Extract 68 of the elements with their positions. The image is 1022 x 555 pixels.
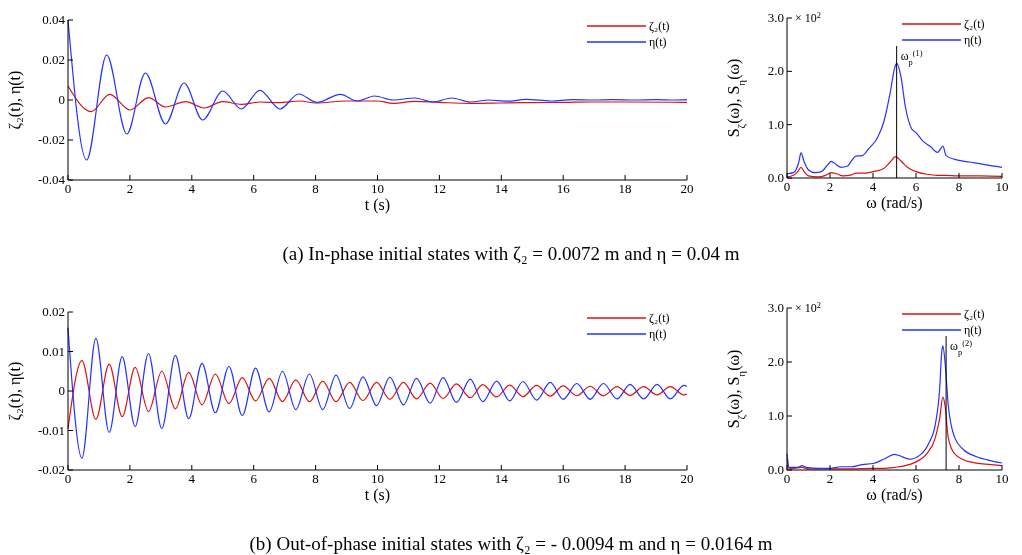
x-tick-label: 10 [995, 471, 1009, 486]
y-tick-label: 3.0 [767, 10, 784, 25]
y-tick-label: 2.0 [767, 63, 784, 79]
x-tick-label: 12 [432, 471, 446, 486]
legend-label: η(t) [649, 327, 667, 341]
x-tick-label: 18 [618, 471, 632, 486]
x-tick-label: 6 [250, 471, 258, 486]
x-tick-label: 16 [556, 471, 571, 486]
x-tick-label: 20 [680, 181, 694, 196]
y-tick-label: 0.02 [42, 52, 65, 67]
y-tick-label: 0.01 [42, 343, 65, 359]
legend-label: η(t) [964, 33, 982, 47]
y-tick-label: 0.02 [42, 304, 65, 319]
legend-label: η(t) [649, 35, 667, 49]
x-tick-label: 8 [312, 181, 319, 196]
y-axis-title: ζ₂(t), η(t) [6, 70, 24, 130]
x-tick-label: 2 [126, 181, 134, 196]
y-tick-label: 1.0 [767, 116, 784, 132]
x-tick-label: 14 [494, 181, 509, 196]
x-tick-label: 2 [826, 179, 834, 194]
x-tick-label: 18 [618, 181, 632, 196]
x-axis-title: ω (rad/s) [866, 194, 923, 212]
x-tick-label: 6 [250, 181, 258, 196]
y-tick-label: -0.04 [37, 172, 66, 187]
x-tick-label: 4 [869, 471, 877, 486]
x-tick-label: 8 [312, 471, 319, 486]
y-tick-label: 0 [58, 383, 65, 398]
annotation: × 10$^{2}$ [795, 10, 821, 25]
x-tick-label: 4 [869, 179, 877, 194]
line-series [67, 85, 688, 113]
y-tick-label: 0.04 [42, 12, 66, 27]
x-tick-label: 2 [126, 471, 134, 486]
y-tick-label: 2.0 [767, 354, 784, 369]
x-tick-label: 2 [826, 471, 834, 486]
x-tick-label: 12 [432, 181, 446, 196]
legend-label: ζ₂(t) [964, 17, 985, 31]
x-axis-title: t (s) [364, 196, 391, 214]
x-tick-label: 10 [371, 471, 384, 486]
x-axis-title: ω (rad/s) [866, 486, 923, 504]
x-tick-label: 6 [912, 471, 920, 486]
y-tick-label: 3.0 [767, 300, 784, 315]
x-tick-label: 4 [188, 181, 196, 196]
x-tick-label: 16 [556, 181, 571, 196]
x-tick-label: 4 [188, 471, 196, 486]
y-tick-label: 0.0 [767, 170, 784, 185]
legend-label: η(t) [964, 323, 982, 337]
text: (a) In-phase initial states with ζ₂ = 0.0072 m and η = 0.04 m [282, 243, 740, 265]
x-tick-label: 8 [955, 179, 963, 194]
legend-label: ζ₂(t) [649, 19, 670, 33]
y-axis-title: ζ₂(t), η(t) [6, 361, 24, 421]
text: (b) Out-of-phase initial states with ζ₂ = - 0.0094 m and η = 0.0164 m [249, 533, 773, 555]
x-tick-label: 10 [995, 179, 1009, 194]
y-tick-label: -0.02 [37, 462, 65, 477]
x-tick-label: 10 [371, 181, 384, 196]
annotation: × 10$^{2}$ [795, 300, 821, 315]
x-axis-title: t (s) [364, 486, 391, 504]
x-tick-label: 14 [494, 471, 509, 486]
x-tick-label: 6 [912, 179, 920, 194]
y-tick-label: -0.02 [37, 132, 65, 147]
y-tick-label: 0 [58, 92, 65, 107]
y-tick-label: 1.0 [767, 408, 784, 423]
line-series [786, 62, 1003, 175]
x-tick-label: 8 [955, 471, 963, 486]
y-tick-label: -0.01 [37, 422, 65, 438]
x-tick-label: 20 [680, 471, 694, 486]
y-tick-label: 0.0 [767, 462, 784, 477]
legend-label: ζ₂(t) [649, 311, 670, 325]
legend-label: ζ₂(t) [964, 307, 985, 321]
